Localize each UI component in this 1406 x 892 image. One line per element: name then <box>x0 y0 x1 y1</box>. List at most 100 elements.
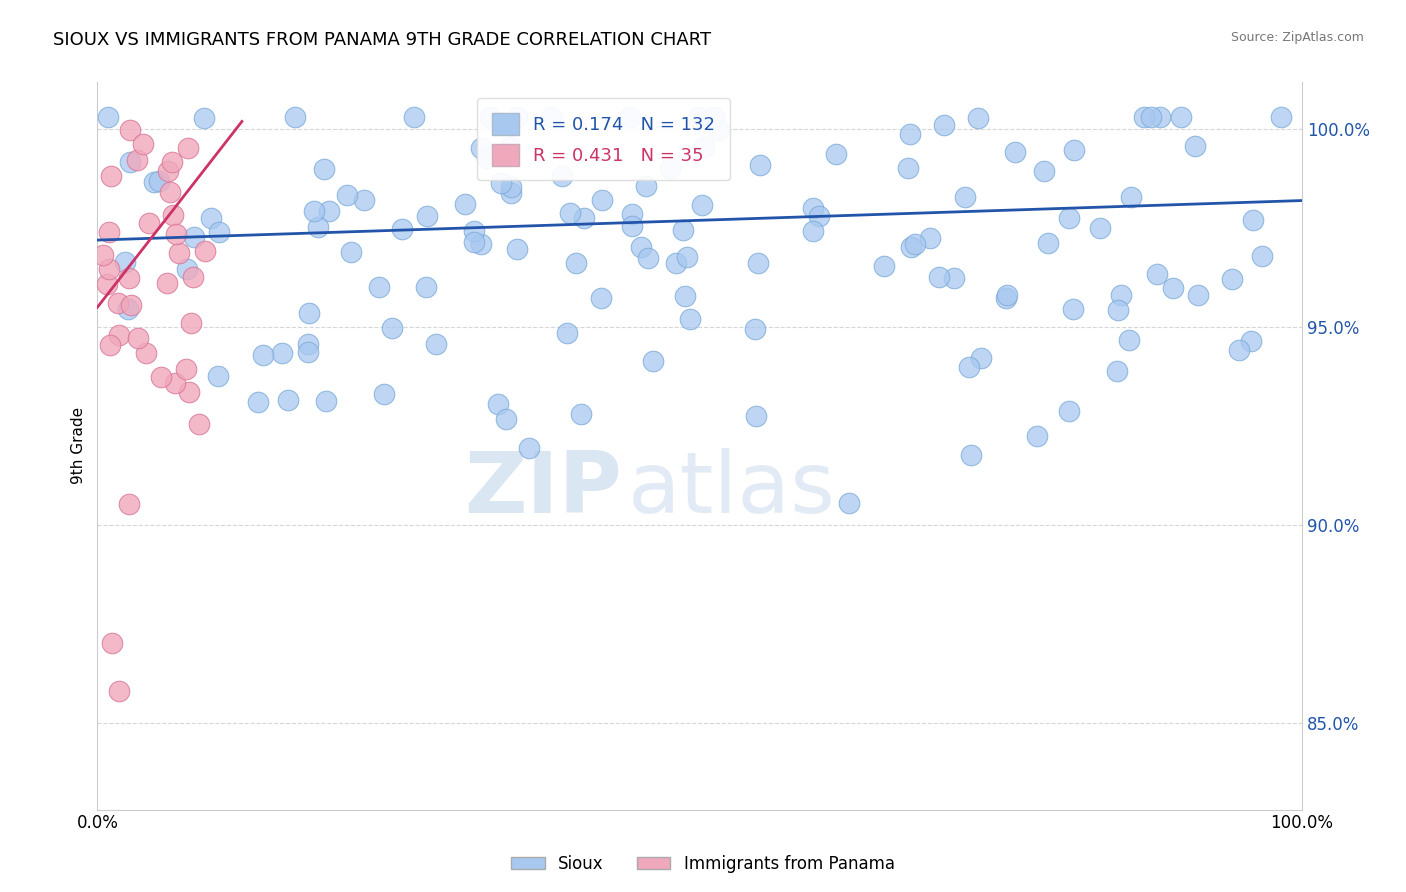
Point <box>478 111 501 125</box>
Point <box>1088 220 1111 235</box>
Point <box>619 111 641 125</box>
Point <box>745 409 768 424</box>
Point <box>1222 272 1244 286</box>
Point <box>1146 268 1168 282</box>
Point <box>277 392 299 407</box>
Point <box>928 270 950 285</box>
Point <box>100 169 122 184</box>
Point <box>1063 143 1085 157</box>
Text: SIOUX VS IMMIGRANTS FROM PANAMA 9TH GRADE CORRELATION CHART: SIOUX VS IMMIGRANTS FROM PANAMA 9TH GRAD… <box>53 31 711 49</box>
Point <box>339 245 361 260</box>
Point <box>659 161 682 176</box>
Point <box>673 289 696 303</box>
Point <box>672 223 695 237</box>
Point <box>872 260 894 274</box>
Point <box>187 417 209 431</box>
Point <box>174 362 197 376</box>
Point <box>138 216 160 230</box>
Point <box>679 312 702 326</box>
Point <box>208 225 231 239</box>
Text: ZIP: ZIP <box>464 448 621 531</box>
Point <box>318 204 340 219</box>
Point <box>159 185 181 199</box>
Point <box>634 178 657 193</box>
Point <box>801 224 824 238</box>
Point <box>117 301 139 316</box>
Point <box>499 140 522 154</box>
Point <box>1270 111 1292 125</box>
Point <box>307 220 329 235</box>
Point <box>995 287 1018 301</box>
Point <box>463 224 485 238</box>
Point <box>801 201 824 215</box>
Point <box>690 198 713 212</box>
Point <box>1140 111 1163 125</box>
Point <box>709 123 731 137</box>
Point <box>252 348 274 362</box>
Point <box>838 496 860 510</box>
Point <box>353 193 375 207</box>
Point <box>517 442 540 456</box>
Point <box>918 231 941 245</box>
Point <box>470 141 492 155</box>
Point <box>693 140 716 154</box>
Point <box>246 395 269 409</box>
Point <box>298 306 321 320</box>
Point <box>1109 288 1132 302</box>
Point <box>630 240 652 254</box>
Point <box>150 370 173 384</box>
Point <box>744 322 766 336</box>
Point <box>475 151 498 165</box>
Point <box>967 112 990 126</box>
Point <box>120 297 142 311</box>
Point <box>897 161 920 175</box>
Point <box>114 255 136 269</box>
Point <box>125 153 148 168</box>
Point <box>98 337 121 351</box>
Point <box>297 345 319 359</box>
Point <box>1038 235 1060 250</box>
Point <box>1240 334 1263 349</box>
Point <box>960 448 983 462</box>
Point <box>943 271 966 285</box>
Point <box>1057 211 1080 226</box>
Point <box>499 180 522 194</box>
Point <box>621 219 644 233</box>
Point <box>703 111 725 125</box>
Point <box>506 111 529 125</box>
Point <box>1170 111 1192 125</box>
Legend: Sioux, Immigrants from Panama: Sioux, Immigrants from Panama <box>505 848 901 880</box>
Point <box>373 387 395 401</box>
Point <box>747 256 769 270</box>
Point <box>1184 139 1206 153</box>
Point <box>688 111 710 125</box>
Point <box>808 210 831 224</box>
Point <box>157 164 180 178</box>
Point <box>506 243 529 257</box>
Legend: R = 0.174   N = 132, R = 0.431   N = 35: R = 0.174 N = 132, R = 0.431 N = 35 <box>477 98 730 180</box>
Point <box>904 236 927 251</box>
Point <box>499 186 522 201</box>
Point <box>181 270 204 285</box>
Point <box>970 351 993 366</box>
Point <box>284 111 307 125</box>
Point <box>194 244 217 258</box>
Point <box>953 189 976 203</box>
Point <box>148 174 170 188</box>
Point <box>200 211 222 225</box>
Point <box>101 636 124 650</box>
Point <box>898 128 921 142</box>
Point <box>193 112 215 126</box>
Point <box>177 385 200 400</box>
Point <box>97 111 120 125</box>
Point <box>491 176 513 190</box>
Point <box>486 397 509 411</box>
Point <box>163 376 186 391</box>
Point <box>315 394 337 409</box>
Point <box>108 327 131 342</box>
Point <box>297 337 319 351</box>
Point <box>1187 287 1209 301</box>
Point <box>621 206 644 220</box>
Point <box>160 155 183 169</box>
Point <box>1133 111 1156 125</box>
